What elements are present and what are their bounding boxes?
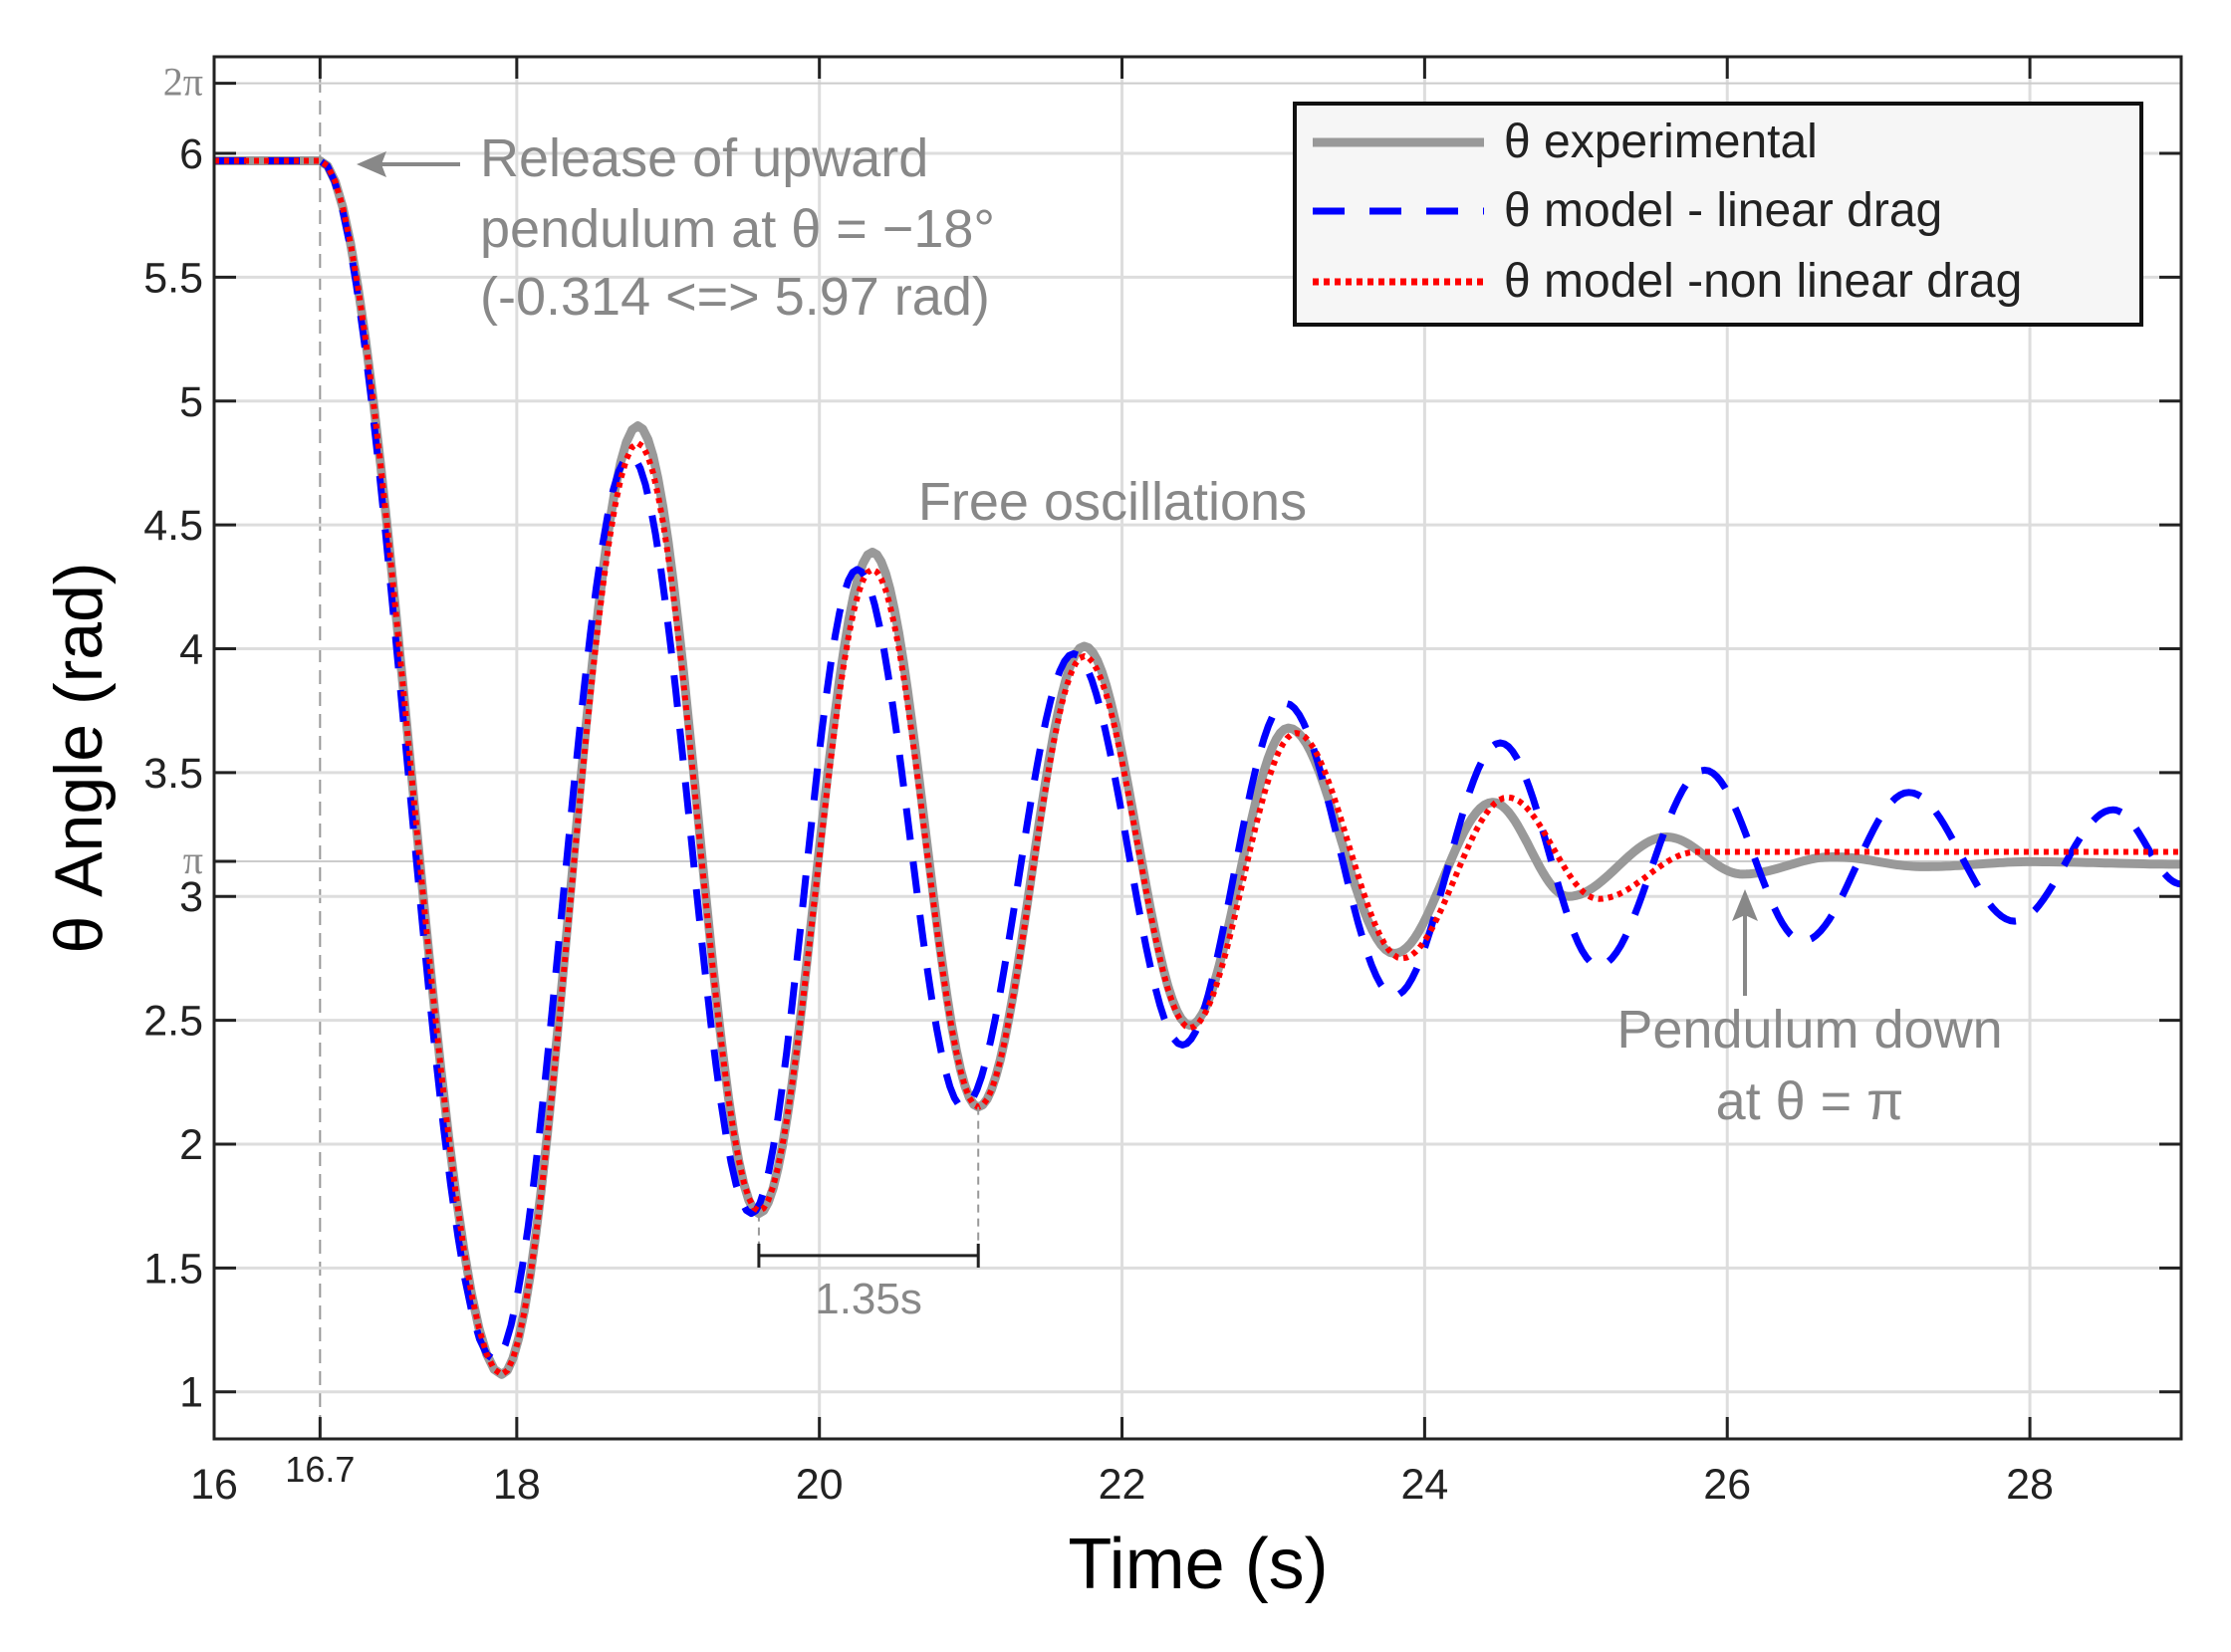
x-tick-label: 20 <box>796 1461 844 1509</box>
y-tick-label: 6 <box>179 130 203 178</box>
legend-label-linear: θ model - linear drag <box>1504 184 1942 237</box>
period-label: 1.35s <box>815 1275 922 1323</box>
plot-frame <box>212 55 2183 1441</box>
pendulum-down-annotation: Pendulum down at θ = π <box>1616 889 2003 1131</box>
x-tick-label: 16.7 <box>285 1449 355 1490</box>
series-group <box>213 156 2182 1379</box>
legend-label-nonlinear: θ model -non linear drag <box>1504 255 2022 308</box>
arrow-left-icon <box>357 151 386 177</box>
release-annotation: Release of upward pendulum at θ = −18° (… <box>357 128 995 327</box>
period-bracket <box>757 1106 980 1268</box>
y-tick-label: 1.5 <box>143 1245 203 1293</box>
y-tick-label: 2.5 <box>143 998 203 1046</box>
release-line-2: pendulum at θ = −18° <box>480 199 995 259</box>
y-tick-label: 3.5 <box>143 750 203 798</box>
release-line-1: Release of upward <box>480 128 928 188</box>
y-tick-label: 5 <box>179 378 203 426</box>
y-tick-label: 2 <box>179 1121 203 1169</box>
free-oscillations-label: Free oscillations <box>918 472 1307 532</box>
x-tick-label: 16 <box>190 1461 238 1509</box>
series-line-1 <box>213 156 2181 1379</box>
x-tick-label: 18 <box>493 1461 541 1509</box>
ticks: 16 16.7 18 20 22 24 26 28 1 1.5 2 2.5 3 3.5 4 4.5 5 5.5 6 π… <box>143 57 2181 1509</box>
y-axis-label: θ Angle (rad) <box>41 562 117 953</box>
down-line-1: Pendulum down <box>1616 1000 2002 1060</box>
x-tick-label: 22 <box>1099 1461 1146 1509</box>
arrow-up-icon <box>1732 889 1758 921</box>
special-y-tick-label: 2π <box>163 60 203 105</box>
y-tick-label: 4.5 <box>143 502 203 550</box>
y-tick-label: 5.5 <box>143 254 203 302</box>
y-tick-label: 3 <box>179 873 203 921</box>
y-tick-label: 1 <box>179 1369 203 1417</box>
series-line-3 <box>214 157 2181 1378</box>
y-tick-label: 4 <box>179 626 203 674</box>
release-line-3: (-0.314 <=> 5.97 rad) <box>480 267 990 327</box>
x-tick-label: 24 <box>1400 1461 1448 1509</box>
down-line-2: at θ = π <box>1716 1071 1904 1131</box>
series-line-2 <box>214 157 2182 1363</box>
x-tick-label: 28 <box>2006 1461 2054 1509</box>
legend: θ experimental θ model - linear drag θ m… <box>1293 102 2143 327</box>
special-y-tick-label: π <box>183 837 203 882</box>
x-axis-label: Time (s) <box>1068 1525 1328 1604</box>
x-tick-label: 26 <box>1703 1461 1751 1509</box>
legend-label-experimental: θ experimental <box>1504 116 1818 168</box>
